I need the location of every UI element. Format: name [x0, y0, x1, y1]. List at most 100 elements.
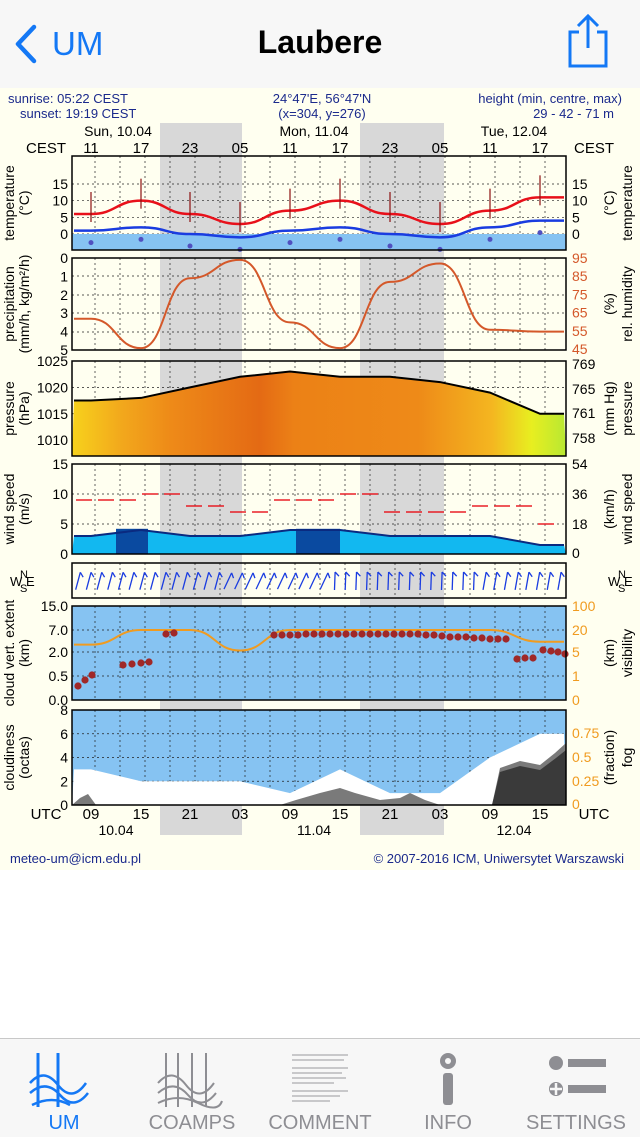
wind-direction-arrow [493, 571, 501, 590]
wind-strong-band [296, 528, 340, 554]
tab-um[interactable]: UM [0, 1039, 128, 1137]
y-tick-left: 1 [60, 268, 68, 284]
cloud-extent-dot [478, 634, 486, 642]
y-tick-left: 1010 [37, 432, 68, 448]
cloudiness-area [72, 733, 566, 805]
back-button[interactable]: UM [14, 20, 103, 68]
cloud-extent-dot [529, 654, 537, 662]
wind-direction-arrow [557, 571, 565, 590]
hour-label-bottom: 15 [532, 806, 549, 823]
info-icon [440, 1053, 456, 1105]
share-icon[interactable] [566, 14, 610, 68]
cloud-extent-dot [170, 629, 178, 637]
navigation-bar: UM Laubere [0, 0, 640, 89]
wind-direction-arrow [107, 571, 116, 590]
page-title: Laubere [257, 24, 383, 60]
hour-label-bottom: 03 [232, 806, 249, 823]
y-tick-right: 85 [572, 268, 588, 284]
cloud-extent-dot [88, 671, 96, 679]
wind-direction-arrow [535, 571, 544, 590]
y-tick-left: 15 [52, 456, 68, 472]
humidity-line [74, 258, 564, 350]
cloud-extent-dot [382, 630, 390, 638]
cloud-extent-dot [554, 648, 562, 656]
wind-direction-arrow [355, 571, 361, 591]
cloud-extent-dot [470, 634, 478, 642]
grid-text: (x=304, y=276) [278, 106, 365, 121]
cloud-extent-dot [462, 633, 470, 641]
panel-frame [71, 360, 567, 457]
y-tick-left: 2.0 [49, 644, 69, 660]
cloud-extent-dot [137, 659, 145, 667]
y-tick-right: 20 [572, 622, 588, 638]
y-tick-left: 2 [60, 773, 68, 789]
y-tick-right: 0 [572, 692, 580, 708]
cloud-extent-dot [128, 660, 136, 668]
y-tick-left: 7.0 [49, 622, 69, 638]
cloud-extent-dot [438, 632, 446, 640]
wind-direction-arrow [419, 571, 426, 591]
y-tick-left: 0 [60, 226, 68, 242]
y-tick-left: 4 [60, 750, 68, 766]
sunset-text: sunset: 19:19 CEST [20, 106, 136, 121]
hour-label-top: 11 [282, 140, 298, 157]
settings-icon [549, 1056, 606, 1096]
visibility-line [74, 628, 564, 652]
y-tick-right: 0 [572, 796, 580, 812]
dew-point-dot [487, 236, 493, 242]
hour-label-bottom: 03 [432, 806, 449, 823]
y-tick-left: 1015 [37, 406, 68, 422]
cloud-extent-dot [513, 655, 521, 663]
hour-label-bottom: 15 [332, 806, 349, 823]
dew-point-dot [187, 243, 193, 249]
wind-direction-arrow [75, 571, 84, 590]
cloud-extent-dot [406, 630, 414, 638]
y-tick-right: 761 [572, 405, 596, 421]
axis-unit-left: (km) [16, 639, 32, 667]
tab-comment-label: COMMENT [268, 1112, 372, 1134]
hour-label-top: 23 [182, 140, 199, 157]
height-label: height (min, centre, max) [478, 91, 622, 106]
y-tick-left: 4 [60, 324, 68, 340]
axis-unit-right: (%) [601, 293, 617, 315]
wind-direction-arrow [482, 571, 490, 590]
panel-frame [71, 605, 567, 701]
dew-point-dot [138, 236, 144, 242]
hour-label-top: 17 [133, 140, 150, 157]
cloud-extent-dot [350, 630, 358, 638]
cloud-extent-dot [74, 682, 82, 690]
tab-info[interactable]: INFO [384, 1039, 512, 1137]
wind-direction-arrow [430, 571, 436, 591]
cloud-extent-dot [390, 630, 398, 638]
axis-unit-right: (mm Hg) [601, 381, 617, 435]
axis-unit-left: (mm/h, kg/m²/h) [16, 255, 32, 354]
wind-direction-arrow [192, 571, 202, 590]
y-tick-right: 769 [572, 356, 596, 372]
compass-label: W [608, 574, 621, 589]
wind-direction-arrow [398, 571, 404, 591]
cloud-extent-dot [521, 654, 529, 662]
cloud-extent-dot [446, 633, 454, 641]
tab-comment[interactable]: COMMENT [256, 1039, 384, 1137]
y-tick-right: 758 [572, 430, 596, 446]
wind-direction-arrow [287, 572, 299, 590]
tab-coamps[interactable]: COAMPS [128, 1039, 256, 1137]
axis-title-left: pressure [1, 381, 17, 436]
temperature-line [74, 196, 564, 226]
y-tick-left: 10 [52, 486, 68, 502]
day-label-top: Tue, 12.04 [481, 123, 548, 139]
y-tick-left: 10 [52, 193, 68, 209]
y-tick-left: 2 [60, 287, 68, 303]
y-tick-right: 0 [572, 545, 580, 561]
cloud-extent-dot [310, 630, 318, 638]
wind-direction-arrow [244, 572, 256, 590]
panel-frame [71, 155, 567, 251]
cloud-extent-dot [286, 631, 294, 639]
wind-direction-arrow [234, 572, 245, 590]
y-tick-left: 1020 [37, 379, 68, 395]
dew-point-dot [88, 240, 94, 246]
tab-settings[interactable]: SETTINGS [512, 1039, 640, 1137]
tab-info-label: INFO [424, 1112, 472, 1134]
hour-label-top: 05 [232, 140, 249, 157]
cloud-extent-dot [414, 630, 422, 638]
